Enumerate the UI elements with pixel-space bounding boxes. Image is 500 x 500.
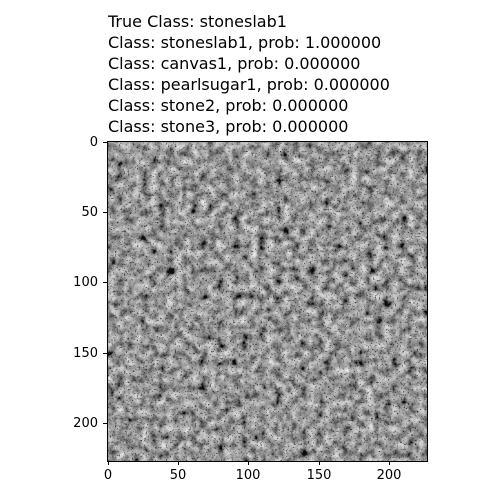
x-tick: [389, 461, 390, 465]
x-tick-label: 200: [369, 468, 409, 483]
x-tick-label: 150: [299, 468, 339, 483]
y-tick: [103, 353, 107, 354]
x-tick-label: 100: [228, 468, 268, 483]
y-tick-label: 50: [58, 205, 98, 220]
texture-specks: [108, 142, 427, 461]
x-tick: [248, 461, 249, 465]
chart-title-block: True Class: stoneslab1 Class: stoneslab1…: [108, 11, 390, 137]
texture-image: [108, 142, 427, 461]
y-tick-label: 0: [58, 135, 98, 150]
x-tick: [108, 461, 109, 465]
y-tick-label: 150: [58, 346, 98, 361]
y-tick: [103, 282, 107, 283]
y-tick-label: 200: [58, 416, 98, 431]
prediction-line-4: Class: stone2, prob: 0.000000: [108, 95, 390, 116]
prediction-line-2: Class: canvas1, prob: 0.000000: [108, 53, 390, 74]
prediction-line-3: Class: pearlsugar1, prob: 0.000000: [108, 74, 390, 95]
y-tick: [103, 142, 107, 143]
x-tick: [178, 461, 179, 465]
true-class-label: True Class: stoneslab1: [108, 11, 390, 32]
x-tick-label: 0: [88, 468, 128, 483]
prediction-line-1: Class: stoneslab1, prob: 1.000000: [108, 32, 390, 53]
texture-image-svg: [108, 142, 427, 461]
y-tick: [103, 423, 107, 424]
y-tick: [103, 212, 107, 213]
prediction-line-5: Class: stone3, prob: 0.000000: [108, 116, 390, 137]
y-tick-label: 100: [58, 275, 98, 290]
x-tick-label: 50: [158, 468, 198, 483]
x-tick: [319, 461, 320, 465]
